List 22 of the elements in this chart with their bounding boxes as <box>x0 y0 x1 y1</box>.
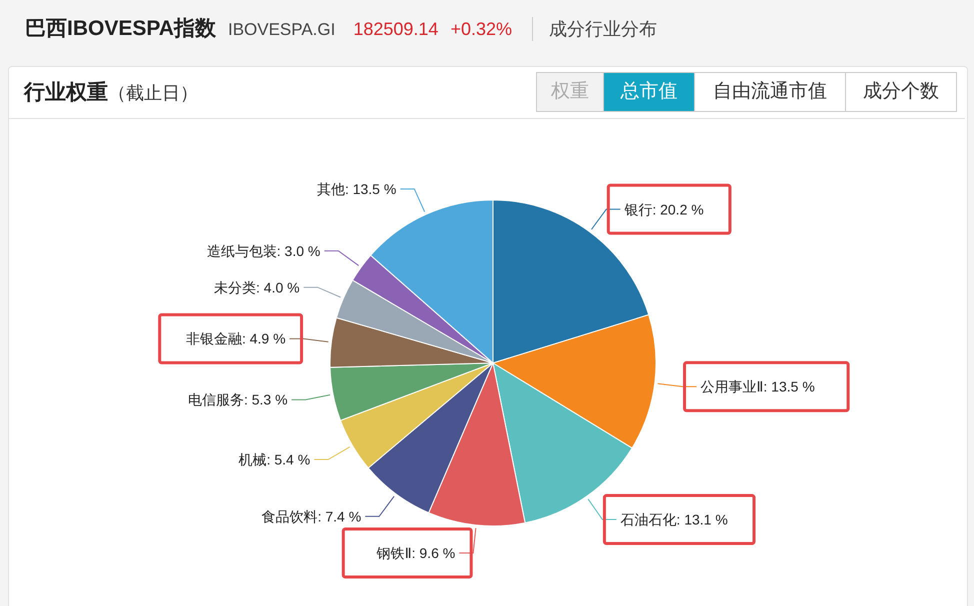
text: 权重 <box>537 73 603 111</box>
text: +0.32% <box>450 19 512 40</box>
text: 成分个数 <box>845 73 956 111</box>
text: IBOVESPA.GI <box>228 20 336 40</box>
slice-label: 未分类: 4.0 % <box>214 279 300 296</box>
text: 182509.14 <box>353 19 438 40</box>
chart-subtitle: （截止日） <box>108 83 198 103</box>
slice-label: 机械: 5.4 % <box>238 452 310 468</box>
text: 自由流通市值 <box>694 73 845 111</box>
slice-label: 食品饮料: 7.4 % <box>262 508 362 524</box>
slice-label: 非银金融: 4.9 % <box>186 330 286 347</box>
slice-label: 石油石化: 13.1 % <box>620 512 728 528</box>
text: 总市值 <box>603 73 694 111</box>
slice-label: 钢铁Ⅱ: 9.6 % <box>376 544 456 561</box>
slice-label: 公用事业Ⅱ: 13.5 % <box>700 378 815 395</box>
slice-label: 银行: 20.2 % <box>623 201 704 218</box>
chart-title: 行业权重 <box>24 81 108 104</box>
text: 巴西IBOVESPA指数 <box>25 16 216 42</box>
text: 成分行业分布 <box>532 17 658 41</box>
slice-label: 造纸与包装: 3.0 % <box>206 242 320 259</box>
slice-label: 其他: 13.5 % <box>316 180 396 197</box>
slice-label: 电信服务: 5.3 % <box>188 392 288 408</box>
